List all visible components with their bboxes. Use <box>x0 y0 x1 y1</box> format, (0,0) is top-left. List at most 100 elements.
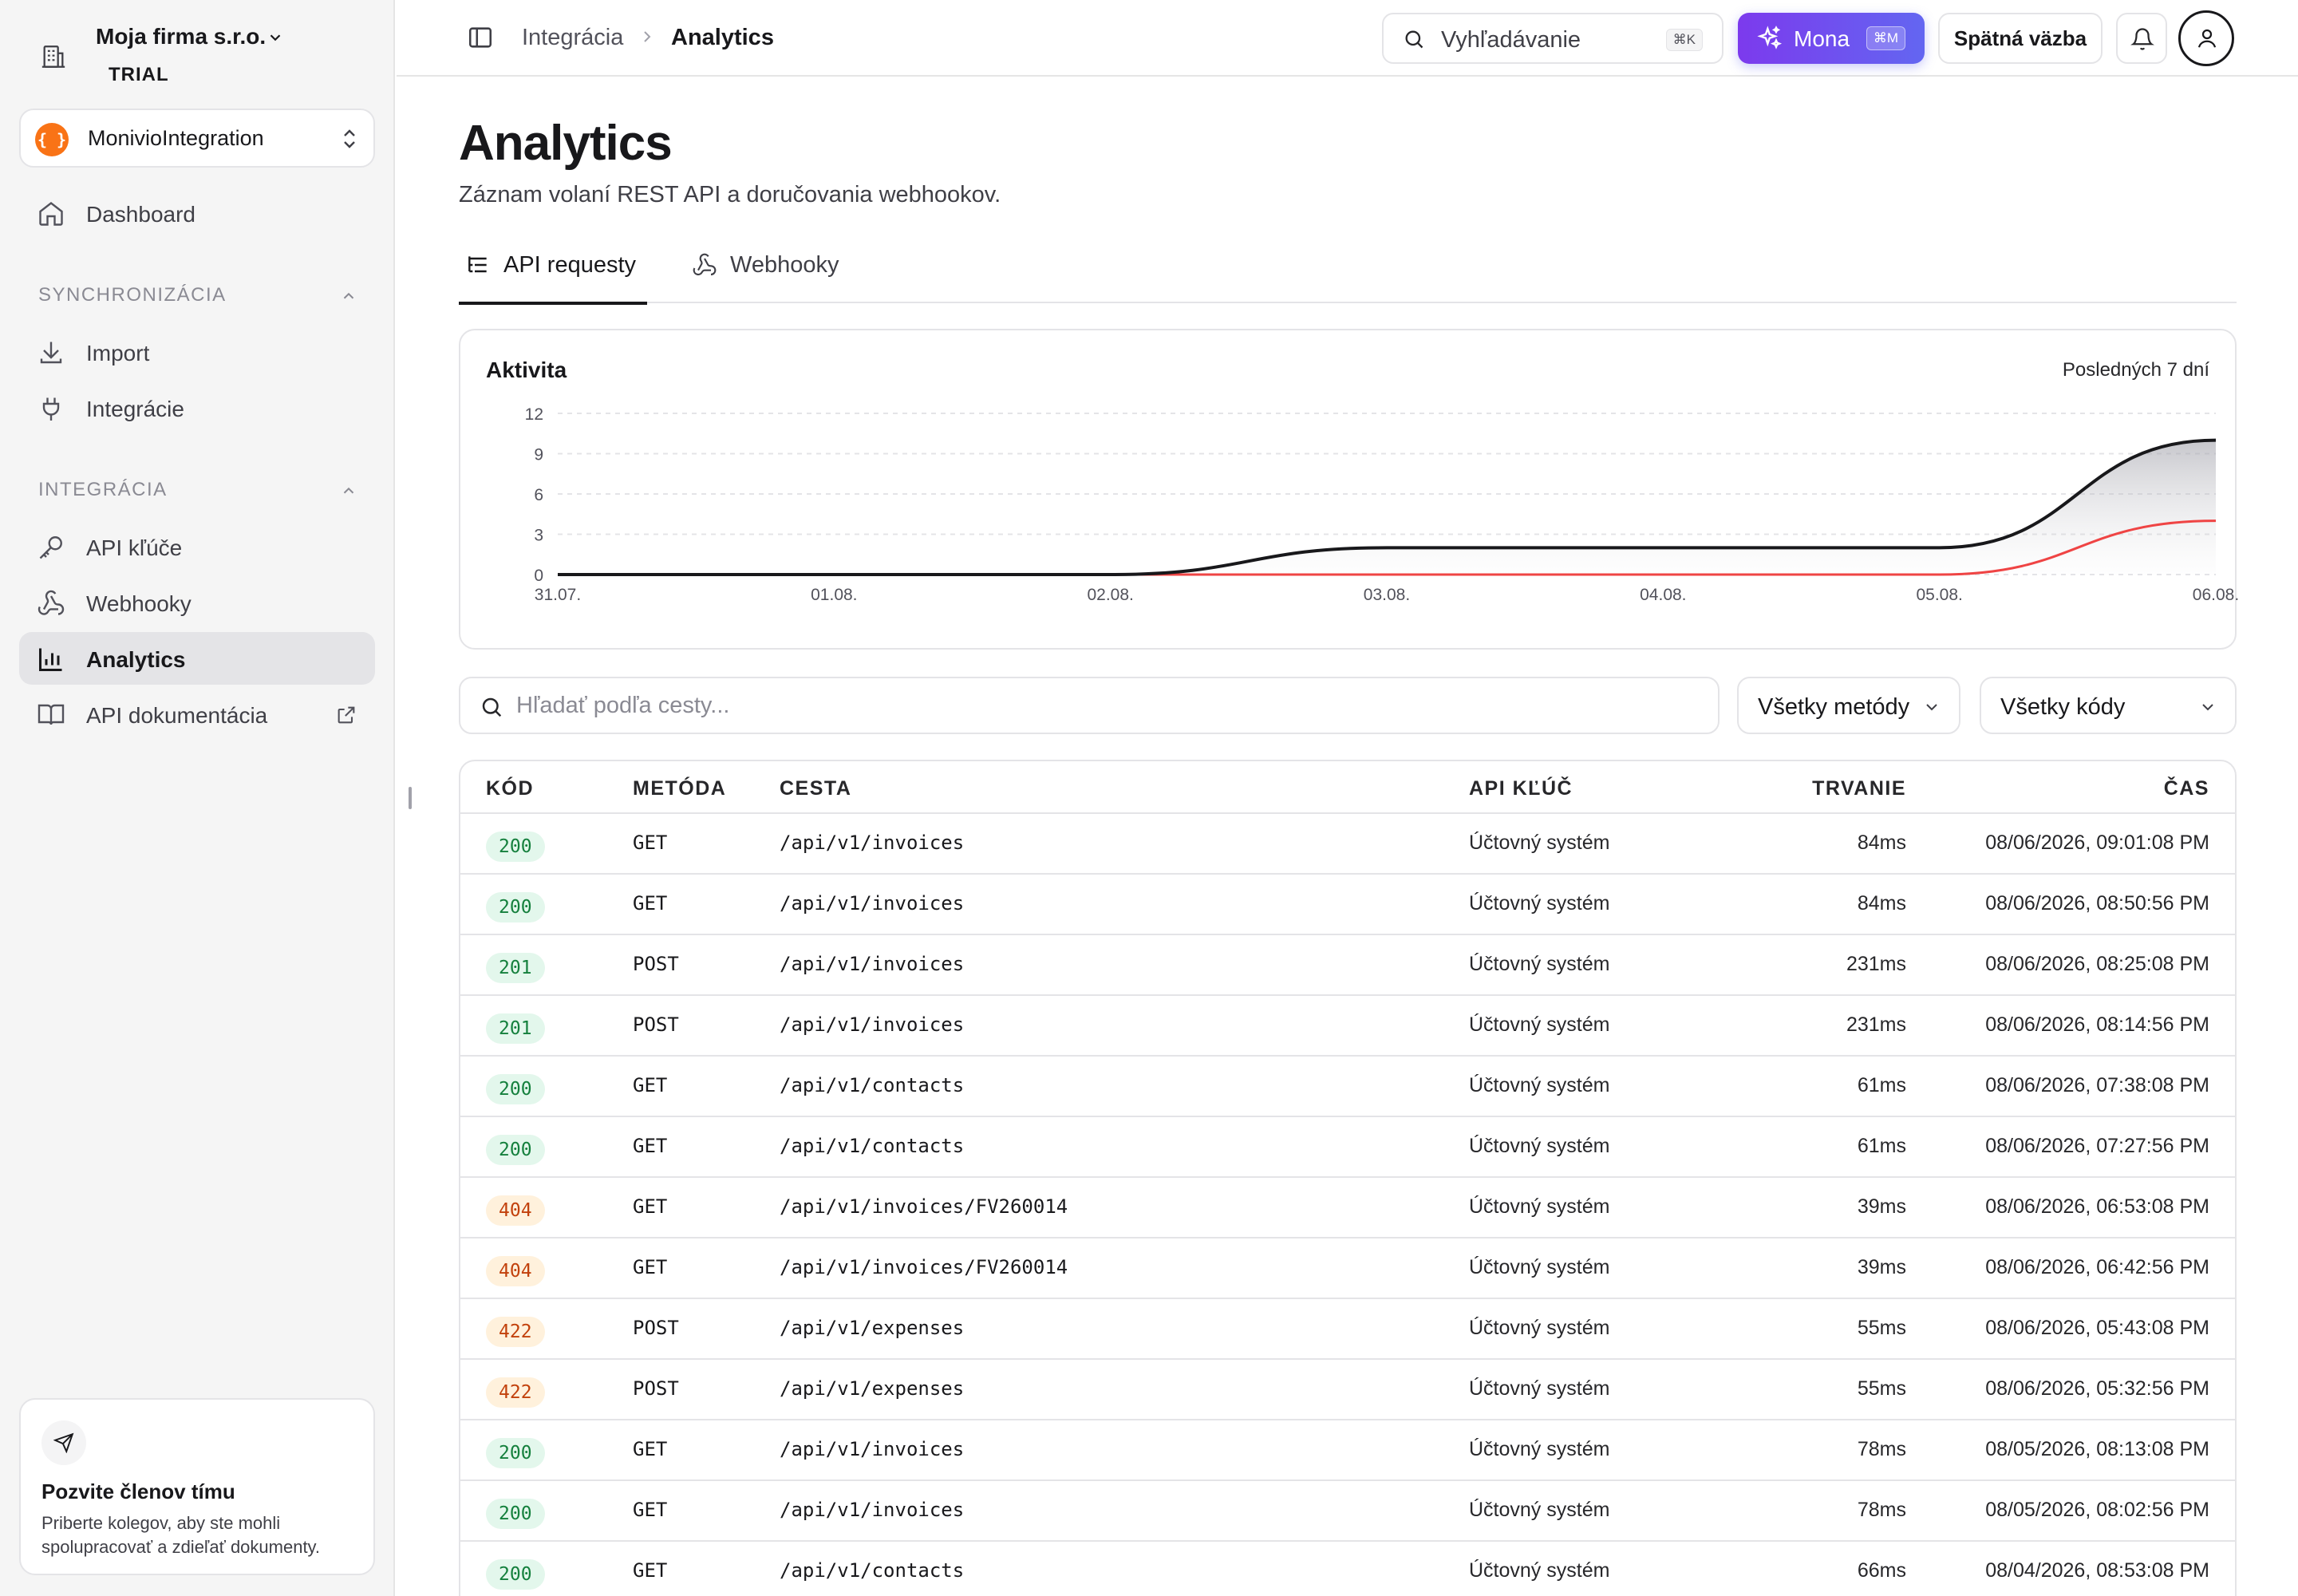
tab-label: Webhooky <box>730 252 839 278</box>
status-code-badge: 201 <box>486 1013 545 1044</box>
method-cell: GET <box>633 1256 668 1278</box>
bar-chart-icon <box>39 648 62 671</box>
status-code-badge: 200 <box>486 1135 545 1165</box>
feedback-button[interactable]: Spätná väzba <box>1938 13 2103 64</box>
project-switcher[interactable]: { } MonivioIntegration <box>19 109 375 168</box>
method-filter-select[interactable]: Všetky metódy <box>1737 677 1960 734</box>
invite-title: Pozvite členov tímu <box>41 1479 235 1503</box>
time-cell: 08/06/2026, 08:25:08 PM <box>1985 953 2209 975</box>
path-search[interactable] <box>459 677 1720 734</box>
section-header-label: SYNCHRONIZÁCIA <box>38 284 227 306</box>
x-tick-label: 04.08. <box>1640 586 1686 604</box>
table-row[interactable]: 404 GET/api/v1/invoices/FV260014 Účtovný s… <box>460 1178 2235 1238</box>
code-filter-select[interactable]: Všetky kódy <box>1980 677 2237 734</box>
global-search[interactable]: Vyhľadávanie ⌘K <box>1382 13 1724 64</box>
status-code-badge: 200 <box>486 1438 545 1468</box>
table-row[interactable]: 200 GET/api/v1/invoices Účtovný systém 84ms… <box>460 814 2235 875</box>
y-tick-label: 3 <box>534 527 543 545</box>
api-key-cell: Účtovný systém <box>1469 1256 1610 1278</box>
sidebar-item-api-docs[interactable]: API dokumentácia <box>19 688 375 741</box>
api-key-cell: Účtovný systém <box>1469 892 1610 915</box>
sidebar-item-api-keys[interactable]: API kľúče <box>19 520 375 573</box>
activity-chart-card: Aktivita Posledných 7 dní 0 3 6 9 12 31.07. 01… <box>459 329 2238 650</box>
breadcrumb-parent[interactable]: Integrácia <box>522 25 624 50</box>
path-search-input[interactable] <box>516 689 1697 721</box>
table-header: KÓD METÓDA CESTA API KĽÚČ TRVANIE ČAS <box>460 761 2235 814</box>
table-row[interactable]: 201 POST/api/v1/invoices Účtovný systém 231… <box>460 996 2235 1057</box>
table-row[interactable]: 200 GET/api/v1/invoices Účtovný systém 84ms… <box>460 875 2235 935</box>
table-row[interactable]: 200 GET/api/v1/invoices Účtovný systém 78ms… <box>460 1481 2235 1542</box>
api-key-cell: Účtovný systém <box>1469 1438 1610 1460</box>
duration-cell: 231ms <box>1846 1013 1906 1036</box>
time-cell: 08/06/2026, 08:14:56 PM <box>1985 1013 2209 1036</box>
chevron-down-icon <box>2202 704 2213 711</box>
notifications-button[interactable] <box>2116 13 2167 64</box>
download-icon <box>40 342 62 364</box>
section-header-integration[interactable]: INTEGRÁCIA <box>38 479 357 501</box>
status-code-badge: 200 <box>486 832 545 862</box>
chart-title: Aktivita <box>486 358 567 382</box>
sidebar-item-webhooks[interactable]: Webhooky <box>19 576 375 629</box>
sidebar-item-analytics[interactable]: Analytics <box>19 632 375 685</box>
table-row[interactable]: 404 GET/api/v1/invoices/FV260014 Účtovný s… <box>460 1238 2235 1299</box>
chevron-up-icon <box>343 487 354 494</box>
org-plan-badge: TRIAL <box>109 64 169 85</box>
sidebar-item-integrations[interactable]: Integrácie <box>19 381 375 434</box>
method-cell: GET <box>633 1499 668 1521</box>
table-row[interactable]: 422 POST/api/v1/expenses Účtovný systém 55m… <box>460 1360 2235 1420</box>
table-row[interactable]: 200 GET/api/v1/invoices Účtovný systém 78ms… <box>460 1420 2235 1481</box>
sidebar-item-import[interactable]: Import <box>19 326 375 378</box>
search-icon <box>1405 30 1423 49</box>
table-row[interactable]: 200 GET/api/v1/contacts Účtovný systém 61ms… <box>460 1117 2235 1178</box>
x-tick-label: 05.08. <box>1916 586 1962 604</box>
sidebar-item-dashboard[interactable]: Dashboard <box>19 187 375 239</box>
table-row[interactable]: 422 POST/api/v1/expenses Účtovný systém 55m… <box>460 1299 2235 1360</box>
building-icon <box>41 45 65 68</box>
column-header-code[interactable]: KÓD <box>486 777 535 800</box>
method-cell: POST <box>633 953 679 975</box>
tab-webhooks[interactable]: Webhooky <box>685 233 861 303</box>
method-cell: GET <box>633 1195 668 1218</box>
main-content: Analytics Záznam volaní REST API a doruč… <box>397 78 2298 1596</box>
path-cell: /api/v1/invoices <box>780 1013 965 1036</box>
method-cell: GET <box>633 1559 668 1582</box>
tab-api-requests[interactable]: API requesty <box>459 233 647 305</box>
sidebar-toggle-icon[interactable] <box>467 24 494 51</box>
path-cell: /api/v1/expenses <box>780 1317 965 1339</box>
sidebar: Moja firma s.r.o. TRIAL { } MonivioInteg… <box>0 0 395 1596</box>
status-code-badge: 404 <box>486 1256 545 1286</box>
column-header-api-key[interactable]: API KĽÚČ <box>1469 777 1573 800</box>
table-row[interactable]: 200 GET/api/v1/contacts Účtovný systém 61ms… <box>460 1057 2235 1117</box>
search-shortcut: ⌘K <box>1665 29 1703 51</box>
section-header-label: INTEGRÁCIA <box>38 479 168 500</box>
invite-card[interactable]: Pozvite členov tímu Priberte kolegov, ab… <box>19 1398 375 1575</box>
tabs: API requesty Webhooky <box>459 233 2237 305</box>
sparkles-icon <box>1757 26 1783 49</box>
x-tick-label: 31.07. <box>535 586 581 604</box>
chevron-up-icon <box>343 292 354 299</box>
user-avatar-button[interactable] <box>2178 10 2234 66</box>
column-header-path[interactable]: CESTA <box>780 777 852 800</box>
status-code-badge: 422 <box>486 1317 545 1347</box>
method-cell: GET <box>633 1438 668 1460</box>
api-key-cell: Účtovný systém <box>1469 1074 1610 1096</box>
path-cell: /api/v1/contacts <box>780 1074 965 1096</box>
sidebar-item-label: API kľúče <box>86 535 183 560</box>
column-header-duration[interactable]: TRVANIE <box>1812 777 1906 800</box>
column-header-time[interactable]: ČAS <box>2163 777 2209 800</box>
section-header-sync[interactable]: SYNCHRONIZÁCIA <box>38 284 357 306</box>
table-row[interactable]: 201 POST/api/v1/invoices Účtovný systém 231… <box>460 935 2235 996</box>
table-row[interactable]: 200 GET/api/v1/contacts Účtovný systém 66ms… <box>460 1542 2235 1596</box>
sidebar-resize-handle[interactable] <box>409 787 412 809</box>
org-name: Moja firma s.r.o. <box>96 24 267 49</box>
path-cell: /api/v1/invoices <box>780 1499 965 1521</box>
y-tick-label: 12 <box>525 405 543 424</box>
api-key-cell: Účtovný systém <box>1469 1135 1610 1157</box>
org-switcher[interactable]: Moja firma s.r.o. TRIAL <box>35 21 370 93</box>
mona-button[interactable]: Mona ⌘M <box>1738 13 1925 64</box>
column-header-method[interactable]: METÓDA <box>633 777 727 800</box>
method-filter-label: Všetky metódy <box>1758 694 1910 720</box>
time-cell: 08/04/2026, 08:53:08 PM <box>1985 1559 2209 1582</box>
duration-cell: 61ms <box>1857 1074 1906 1096</box>
duration-cell: 39ms <box>1857 1256 1906 1278</box>
